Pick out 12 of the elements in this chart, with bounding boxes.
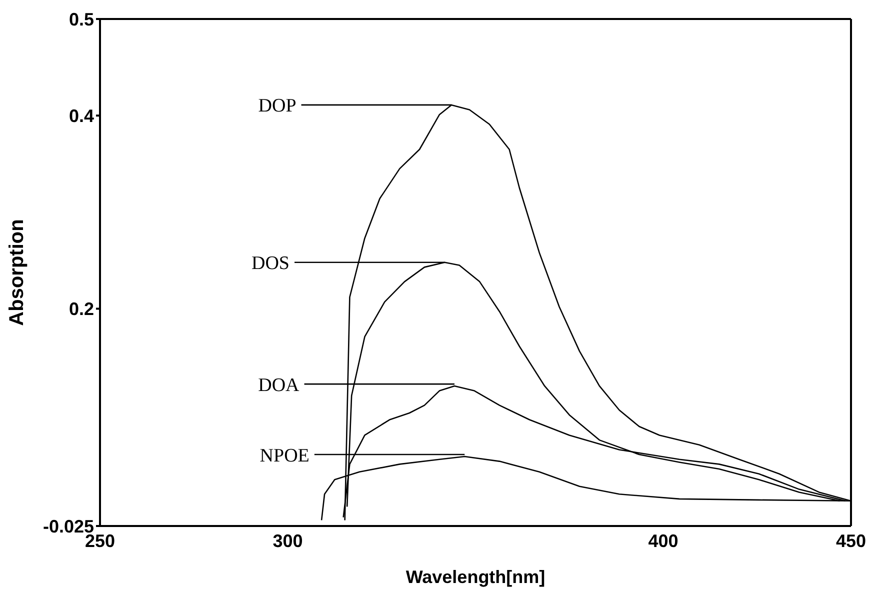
annotation: NPOE	[260, 445, 310, 466]
x-tick-label: 300	[272, 530, 303, 551]
x-axis-title: Wavelength[nm]	[406, 567, 546, 587]
y-tick-label: 0.4	[68, 106, 94, 126]
annotation: DOS	[251, 253, 290, 274]
annotation: DOA	[258, 374, 300, 396]
y-tick-label: 0.2	[68, 299, 94, 320]
y-tick-label: 0.5	[68, 9, 94, 30]
annotation: DOP	[258, 96, 296, 117]
x-tick-label: 400	[648, 530, 678, 551]
x-tick-label: 450	[836, 530, 866, 551]
y-axis-title: Absorption	[6, 219, 28, 326]
